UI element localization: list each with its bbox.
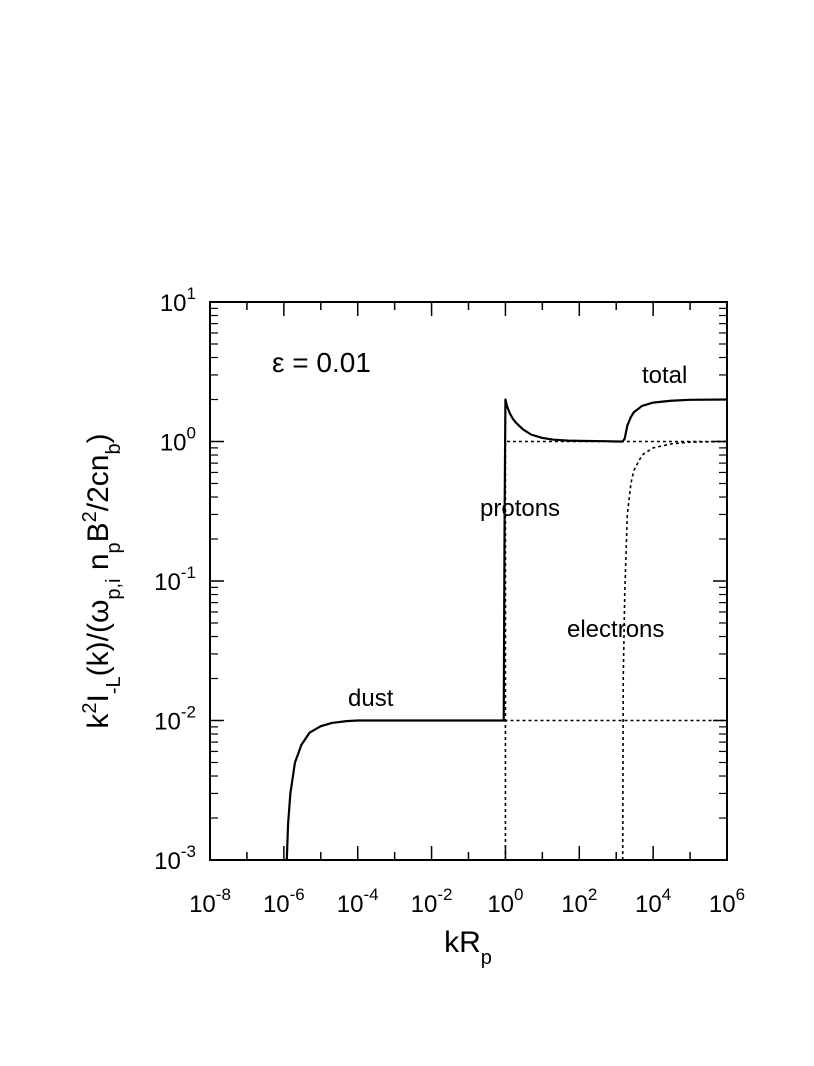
- x-tick-label: 10-4: [337, 885, 379, 918]
- y-tick-label: 10-1: [154, 563, 196, 596]
- x-tick-label: 106: [709, 885, 745, 918]
- x-tick-label: 100: [487, 885, 523, 918]
- dashed-series-line-3: [621, 440, 728, 861]
- y-axis-title: k2I-L(k)/(ωp,i npB2/2cnb): [79, 433, 125, 728]
- dashed-series-line-1: [504, 440, 727, 860]
- y-tick-label: 10-2: [154, 703, 196, 736]
- x-tick-label: 10-2: [411, 885, 453, 918]
- y-tick-label: 100: [160, 424, 196, 457]
- x-tick-label: 10-6: [263, 885, 305, 918]
- annotation-protons: protons: [480, 495, 560, 522]
- y-tick-label: 101: [160, 284, 196, 317]
- series-group: [285, 398, 728, 861]
- annotation-total: total: [642, 362, 687, 389]
- x-tick-label: 104: [635, 885, 671, 918]
- x-tick-label: 10-8: [189, 885, 231, 918]
- x-axis-title: kRp: [444, 926, 492, 969]
- solid-series-line-0: [285, 398, 728, 861]
- annotation-dust: dust: [348, 685, 394, 712]
- tick-labels: 10-8 10-6 10-4 10-2 100 102 104 106 10-3 10-2 10-1…: [154, 284, 745, 918]
- annotation-epsilon: ε = 0.01: [272, 347, 371, 378]
- x-tick-label: 102: [561, 885, 597, 918]
- annotation-electrons: electrons: [567, 616, 664, 643]
- ticks: [209, 301, 728, 861]
- y-tick-label: 10-3: [154, 842, 196, 875]
